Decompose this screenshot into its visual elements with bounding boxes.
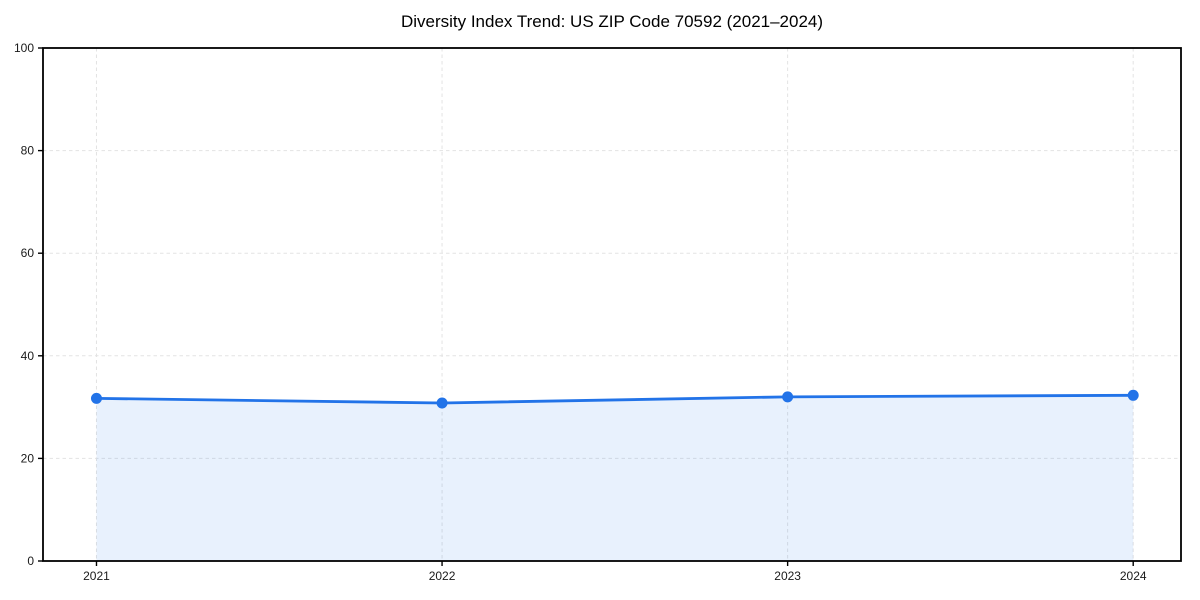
data-point-2023 bbox=[782, 391, 794, 403]
y-tick-label: 40 bbox=[21, 349, 35, 363]
data-point-2021 bbox=[90, 392, 102, 404]
y-tick-label: 80 bbox=[21, 144, 35, 158]
x-tick-label: 2024 bbox=[1120, 569, 1147, 583]
area-fill bbox=[96, 395, 1134, 561]
y-tick-label: 0 bbox=[27, 554, 34, 568]
plot-border bbox=[42, 47, 1182, 562]
data-point-2024 bbox=[1127, 389, 1139, 401]
chart-title: Diversity Index Trend: US ZIP Code 70592… bbox=[400, 12, 824, 31]
x-tick-label: 2023 bbox=[774, 569, 801, 583]
x-tick-label: 2022 bbox=[429, 569, 456, 583]
y-tick-label: 100 bbox=[14, 41, 34, 55]
y-tick-label: 20 bbox=[21, 451, 35, 465]
data-point-2022 bbox=[436, 397, 448, 409]
trend-line bbox=[95, 393, 1135, 405]
y-tick-label: 60 bbox=[21, 246, 35, 260]
x-tick-label: 2021 bbox=[83, 569, 110, 583]
